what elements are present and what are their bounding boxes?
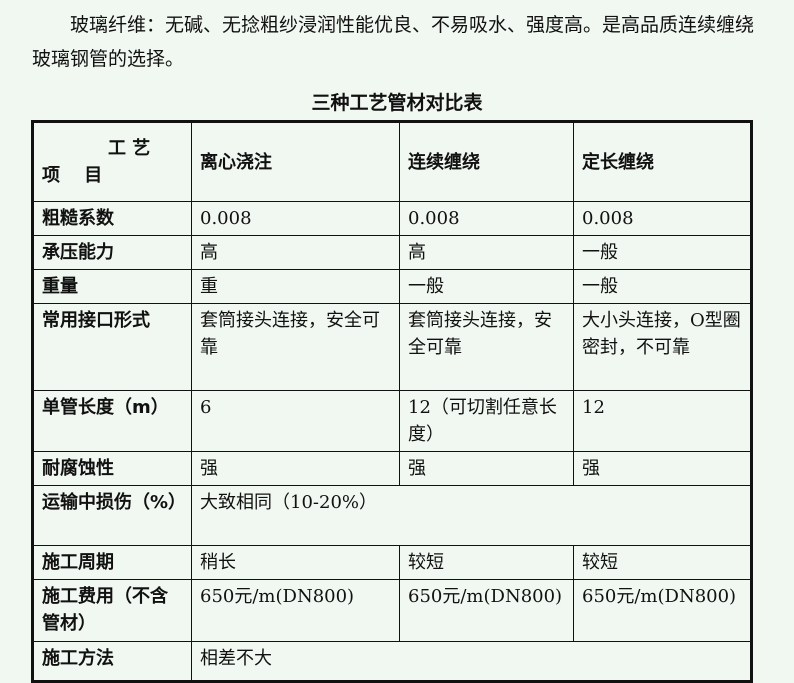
merged-cell: 相差不大 — [191, 641, 752, 682]
table-cell: 650元/m(DN800) — [191, 579, 400, 642]
table-cell: 套筒接头连接，安全可靠 — [399, 303, 574, 391]
corner-bottom: 项 目 — [42, 165, 103, 186]
table-cell: 0.008 — [573, 201, 752, 236]
table-cell: 高 — [191, 235, 400, 270]
row-label: 耐腐蚀性 — [32, 451, 192, 486]
row-label: 粗糙系数 — [32, 201, 192, 236]
table-cell: 强 — [399, 451, 574, 486]
table-cell: 稍长 — [191, 545, 400, 580]
row-label: 运输中损伤（%） — [32, 485, 192, 546]
table-cell: 12（可切割任意长度） — [399, 390, 574, 452]
header-cell: 离心浇注 — [191, 121, 400, 202]
table-cell: 强 — [573, 451, 752, 486]
row-label: 单管长度（m） — [32, 390, 192, 452]
table-cell: 0.008 — [399, 201, 574, 236]
table-cell: 高 — [399, 235, 574, 270]
table-row: 粗糙系数 0.008 0.008 0.008 — [32, 201, 752, 236]
corner-cell: 工 艺项 目 — [32, 121, 192, 202]
table-row: 重量重一般 一般 — [32, 269, 752, 304]
table-row: 承压能力高高一般 — [32, 235, 752, 270]
header-cell: 连续缠绕 — [399, 121, 574, 202]
table-title: 三种工艺管材对比表 — [311, 92, 483, 114]
corner-top: 工 艺 — [108, 138, 151, 159]
row-label: 施工周期 — [32, 545, 192, 580]
table-row: 耐腐蚀性强强强 — [32, 451, 752, 486]
table-cell: 套筒接头连接，安全可靠 — [191, 303, 400, 391]
row-label: 常用接口形式 — [32, 303, 192, 391]
table-cell: 650元/m(DN800) — [573, 579, 752, 642]
intro-paragraph: 玻璃纤维：无碱、无捻粗纱浸润性能优良、不易吸水、强度高。是高品质连续缠绕玻璃钢管… — [32, 8, 762, 76]
row-label: 施工方法 — [32, 641, 192, 682]
table-row: 常用接口形式 套筒接头连接，安全可靠 套筒接头连接，安全可靠 大小头连接，O型圈密封，… — [32, 303, 752, 391]
paragraph-text: 玻璃纤维：无碱、无捻粗纱浸润性能优良、不易吸水、强度高。是高品质连续缠绕玻璃钢管… — [32, 14, 755, 70]
table-cell: 较短 — [399, 545, 574, 580]
table-cell: 12 — [573, 390, 752, 452]
row-label: 施工费用（不含管材） — [32, 579, 192, 642]
table-row: 运输中损伤（%） 大致相同（10-20%） — [32, 485, 752, 546]
table-cell: 一般 — [399, 269, 574, 304]
table-cell: 大小头连接，O型圈密封，不可靠 — [573, 303, 752, 391]
table-row: 单管长度（m） 6 12（可切割任意长度） 12 — [32, 390, 752, 452]
table-cell: 0.008 — [191, 201, 400, 236]
table-cell: 较短 — [573, 545, 752, 580]
table-cell: 一般 — [573, 269, 752, 304]
comparison-table: 工 艺项 目 离心浇注 连续缠绕 定长缠绕 粗糙系数 0.008 0.008 0.00… — [31, 120, 753, 683]
merged-cell: 大致相同（10-20%） — [191, 485, 752, 546]
row-label: 承压能力 — [32, 235, 192, 270]
header-cell: 定长缠绕 — [573, 121, 752, 202]
table-row: 施工周期 稍长 较短 较短 — [32, 545, 752, 580]
table-cell: 强 — [191, 451, 400, 486]
table-cell: 6 — [191, 390, 400, 452]
header-row: 工 艺项 目 离心浇注 连续缠绕 定长缠绕 — [32, 121, 752, 202]
table-cell: 一般 — [573, 235, 752, 270]
table-row: 施工方法 相差不大 — [32, 641, 752, 682]
table-cell: 重 — [191, 269, 400, 304]
table-row: 施工费用（不含管材） 650元/m(DN800) 650元/m(DN800) 650元… — [32, 579, 752, 642]
row-label: 重量 — [32, 269, 192, 304]
table-cell: 650元/m(DN800) — [399, 579, 574, 642]
